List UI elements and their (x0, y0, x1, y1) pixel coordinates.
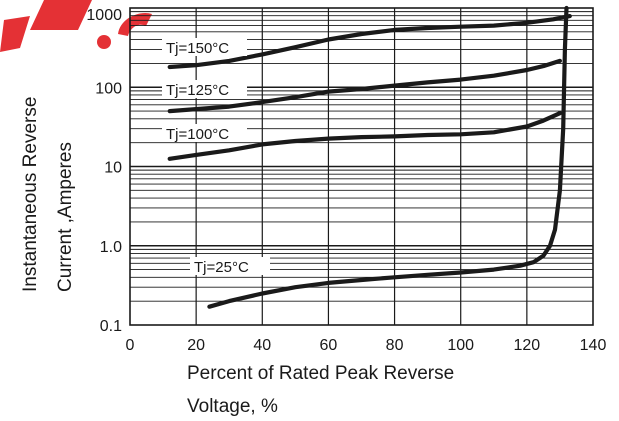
x-tick-label: 40 (253, 337, 271, 354)
series-label-100: Tj=100°C (166, 126, 229, 143)
y-tick-label: 100 (95, 80, 122, 97)
watermark-logo (0, 0, 152, 52)
y-axis-title-line-2: Current ,Amperes (55, 142, 76, 292)
x-axis-ticks: 0 20 40 60 80 100 120 140 (126, 337, 607, 354)
y-tick-label: 10 (104, 160, 122, 177)
y-tick-label: 0.1 (100, 318, 122, 335)
series-line-1 (167, 58, 562, 114)
x-axis-title-line-2: Voltage, % (187, 396, 278, 417)
series-label-150: Tj=150°C (166, 40, 229, 57)
y-tick-label: 1000 (86, 7, 122, 24)
x-tick-label: 120 (514, 337, 541, 354)
curve-label-125: Tj=125°C (162, 80, 247, 99)
series-line-2 (167, 111, 562, 161)
series-lines (167, 5, 572, 309)
x-tick-label: 140 (580, 337, 607, 354)
series-label-25: Tj=25°C (194, 259, 249, 276)
y-axis-title-line-1: Instantaneous Reverse (20, 97, 41, 292)
plot-frame (129, 7, 594, 326)
series-label-125: Tj=125°C (166, 82, 229, 99)
series-line-0 (167, 14, 572, 70)
x-axis-title-line-1: Percent of Rated Peak Reverse (187, 363, 454, 384)
x-tick-label: 80 (386, 337, 404, 354)
x-tick-label: 60 (320, 337, 338, 354)
x-tick-label: 100 (447, 337, 474, 354)
curve-label-150: Tj=150°C (162, 38, 247, 57)
y-tick-label: 1.0 (100, 239, 122, 256)
curve-label-25: Tj=25°C (190, 257, 270, 276)
x-tick-label: 0 (126, 337, 135, 354)
x-tick-label: 20 (187, 337, 205, 354)
curve-label-100: Tj=100°C (162, 124, 247, 143)
y-axis-ticks: 0.1 1.0 10 100 1000 (86, 7, 122, 335)
series-line-3 (207, 5, 569, 309)
